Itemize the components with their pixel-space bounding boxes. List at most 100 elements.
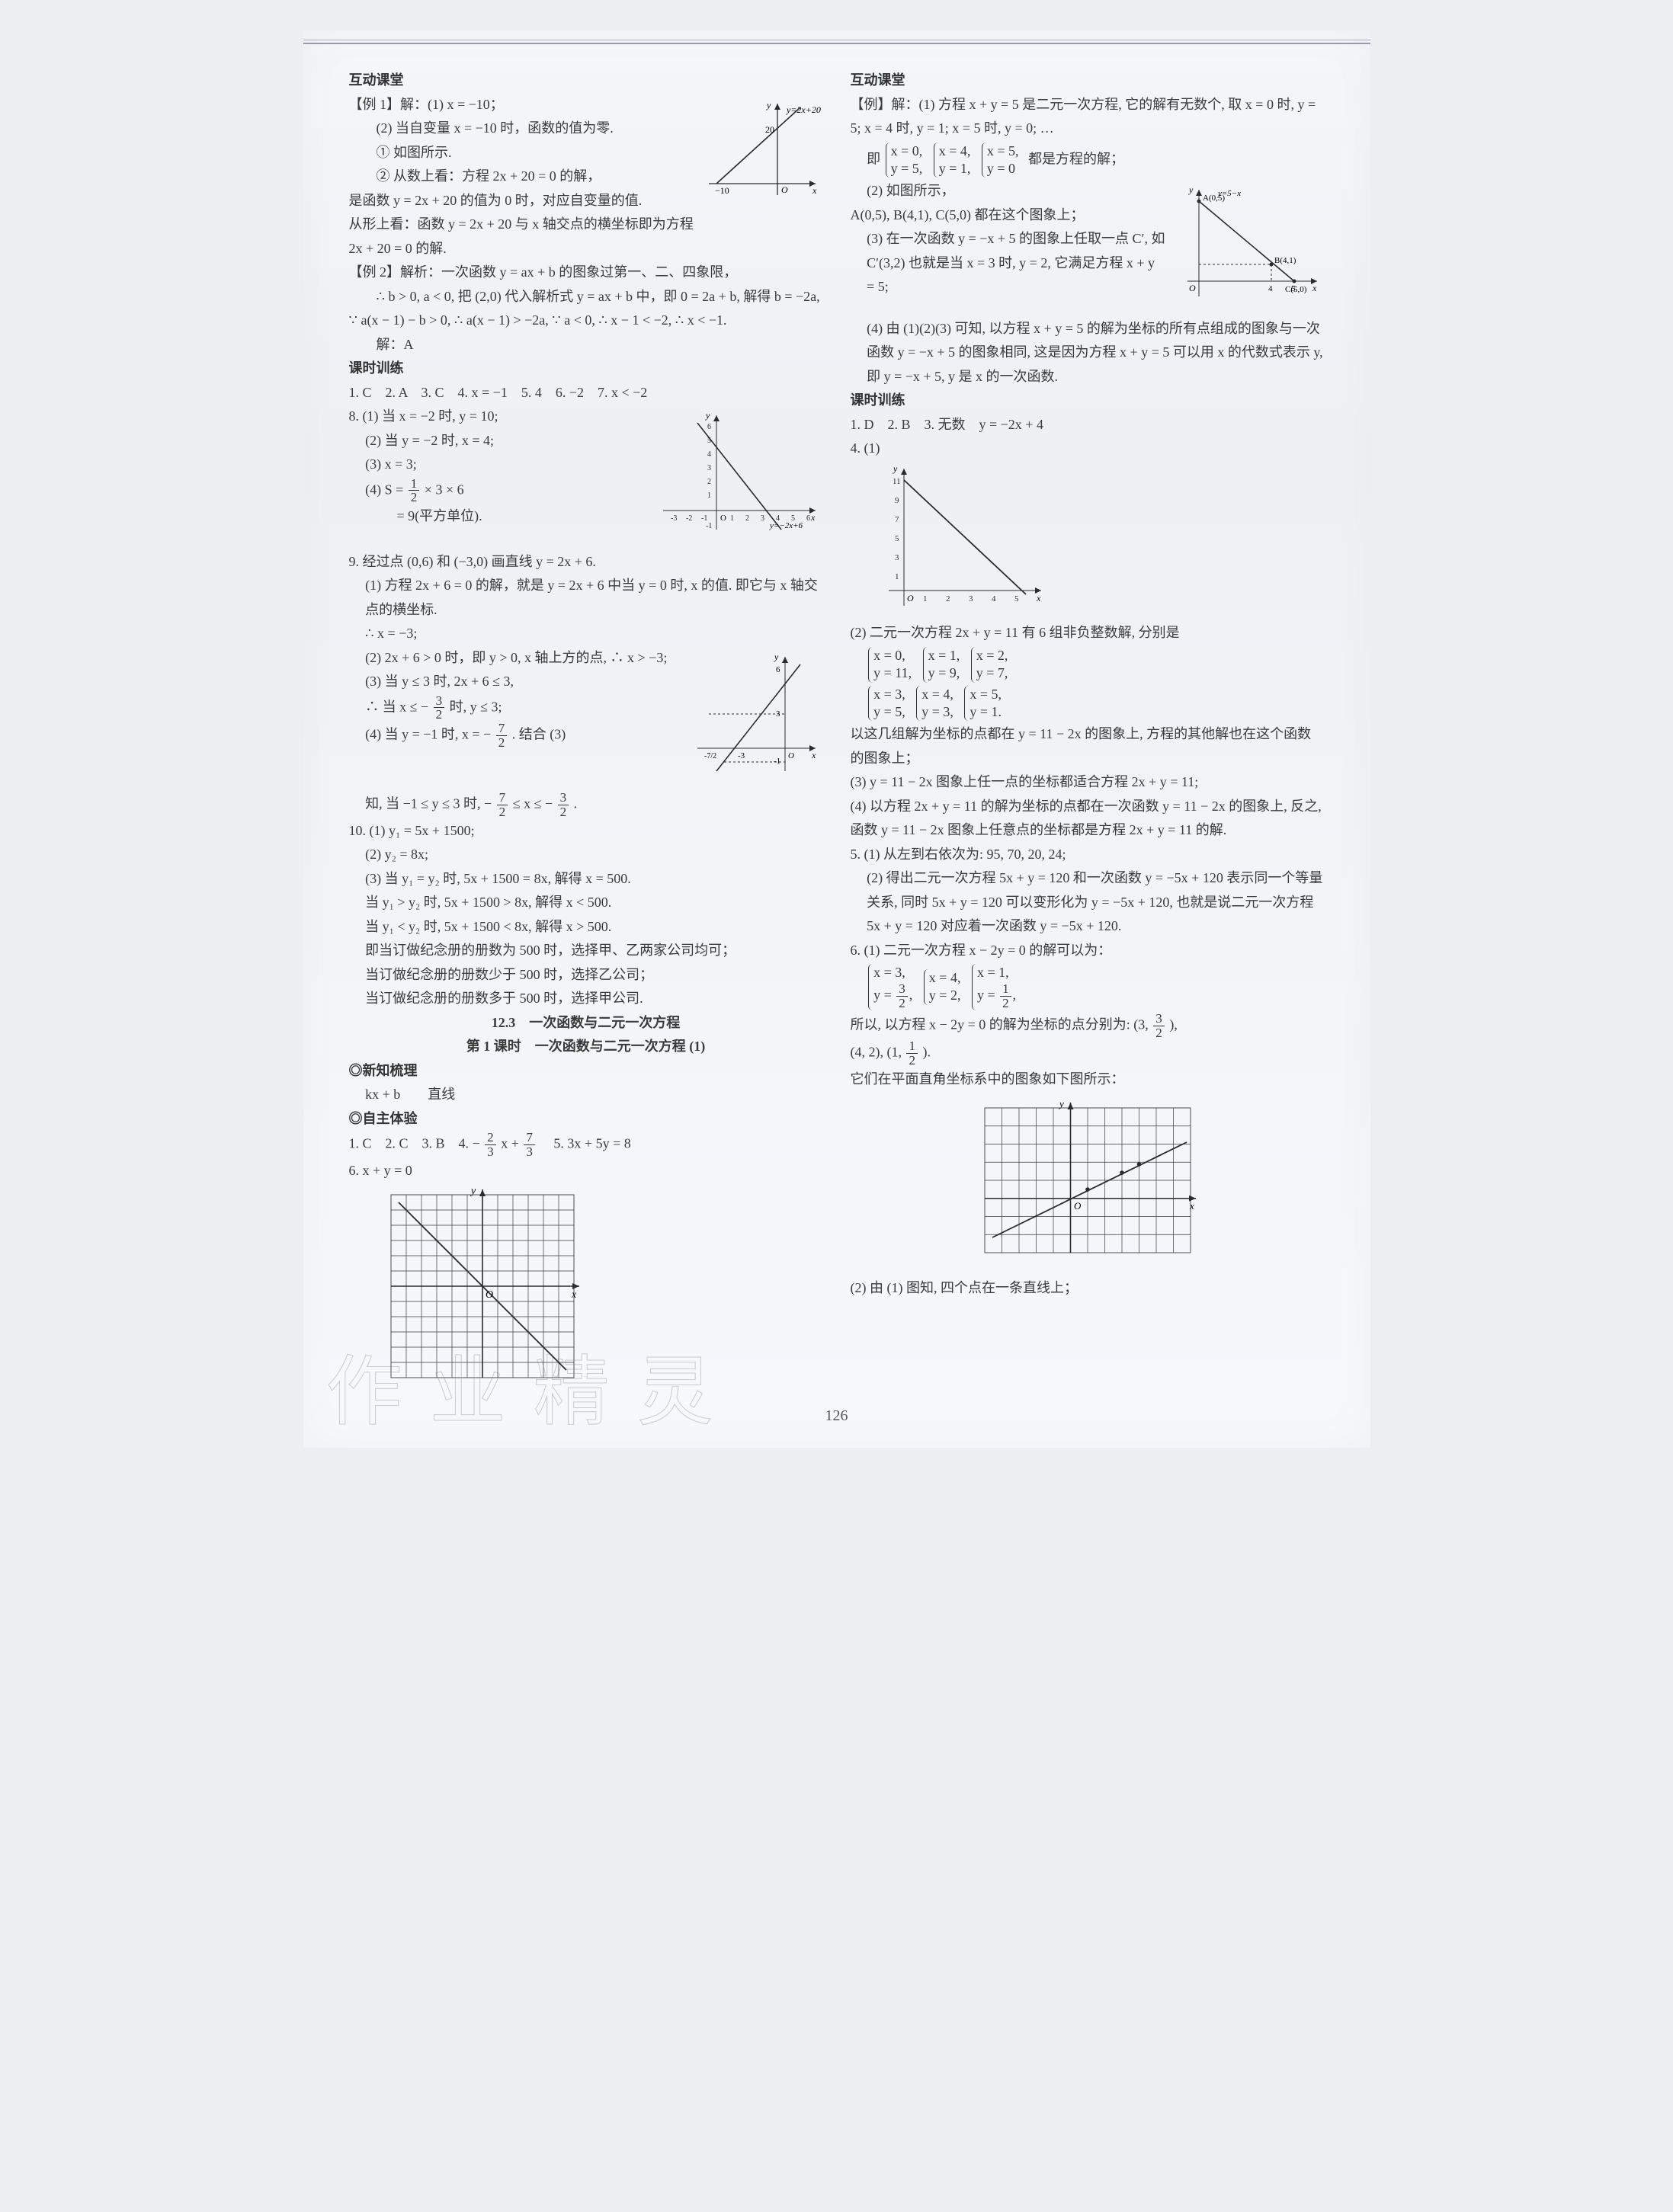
fraction: 32 [1153,1012,1165,1040]
question-8: y=−2x+6 O -3-2-1 123 456 123 456 -1 x y [349,405,823,550]
section-title: ◎新知梳理 [349,1059,823,1084]
svg-text:2: 2 [745,514,749,523]
svg-text:O: O [788,751,794,760]
svg-text:4: 4 [992,594,996,603]
body-text: 它们在平面直角坐标系中的图象如下图所示： [851,1068,1325,1092]
svg-text:2: 2 [707,478,711,486]
left-column: 互动课堂 y=2x+20 20 −10 O x y [349,69,823,1397]
brace-system: x = 0,y = 11, [868,647,915,683]
svg-text:x: x [811,750,816,760]
svg-text:x: x [1189,1200,1194,1212]
lesson-heading: 第 1 课时 一次函数与二元一次方程 (1) [349,1035,823,1059]
svg-text:x: x [812,185,817,196]
body-text: (3) 当 y₁ = y₂ 时, 5x + 1500 = 8x, 解得 x = … [349,867,823,892]
body-text: 6. (1) 二元一次方程 x − 2y = 0 的解可以为： [851,939,1325,963]
svg-text:y=−2x+6: y=−2x+6 [769,521,803,530]
svg-text:3: 3 [761,514,764,523]
fraction: 12 [409,477,420,505]
question-5: 5. (1) 从左到右依次为: 95, 70, 20, 24; (2) 得出二元… [851,843,1325,939]
svg-text:9: 9 [895,496,899,505]
fraction: 72 [497,791,508,819]
figure-linear-2x+6: 6 3 -1 -3 -7/2 O x y [694,649,823,787]
fig-yint: 20 [765,124,774,135]
brace-system: x = 1,y = 9, [923,647,963,683]
body-text: 知, 当 −1 ≤ y ≤ 3 时, − 72 ≤ x ≤ − 32 . [349,791,823,819]
svg-text:2: 2 [946,594,950,603]
body-text: 当订做纪念册的册数少于 500 时，选择乙公司； [349,963,823,988]
svg-text:O: O [720,514,726,523]
body-text: 所以, 以方程 x − 2y = 0 的解为坐标的点分别为: (3, 32 ), [851,1012,1325,1040]
section-title: ◎自主体验 [349,1107,823,1132]
svg-text:3: 3 [776,709,780,719]
body-text: (4) 由 (1)(2)(3) 可知, 以方程 x + y = 5 的解为坐标的… [851,317,1325,389]
figure-grid-x+y=0: O x y [380,1183,823,1397]
two-column-layout: 互动课堂 y=2x+20 20 −10 O x y [349,69,1325,1397]
brace-system: x = 4, y = 2, [924,969,964,1005]
section-title: 课时训练 [349,357,823,381]
example-2: 【例 2】解析：一次函数 y = ax + b 的图象过第一、二、四象限， ∴ … [349,261,823,357]
body-text: 当 y₁ < y₂ 时, 5x + 1500 < 8x, 解得 x > 500. [349,915,823,940]
svg-text:O: O [486,1289,493,1301]
svg-text:5: 5 [791,514,795,523]
svg-text:-3: -3 [738,751,745,760]
body-text: 【例 2】解析：一次函数 y = ax + b 的图象过第一、二、四象限， [349,261,823,285]
svg-text:4: 4 [1268,284,1273,293]
figure-linear-2x+20: y=2x+20 20 −10 O x y [701,96,823,211]
svg-text:3: 3 [969,594,973,603]
svg-text:4: 4 [776,514,780,523]
svg-text:6: 6 [806,514,810,523]
body-text: 【例】解：(1) 方程 x + y = 5 是二元一次方程, 它的解有无数个, … [851,93,1325,141]
svg-text:x: x [571,1289,577,1301]
body-text: (2) y₂ = 8x; [349,843,823,867]
svg-text:1: 1 [707,491,711,500]
body-text: x = 3, y = 32, x = 4, y = 2, x = 1, y = … [851,962,1325,1011]
figure-11-2x: 1197 531 123 45 O x y [873,461,1325,622]
answer-row: 1. C 2. C 3. B 4. − 23 x + 73 5. 3x + 5y… [349,1131,823,1159]
svg-text:4: 4 [707,450,711,459]
svg-text:x: x [1312,283,1317,293]
body-text: x = 3,y = 5, x = 4,y = 3, x = 5,y = 1. [851,684,1325,723]
body-text: 即当订做纪念册的册数为 500 时，选择甲、乙两家公司均可； [349,939,823,963]
fraction: 72 [496,722,508,750]
brace-system: x = 3,y = 5, [868,686,909,722]
svg-text:3: 3 [895,553,899,562]
brace-system: x = 4, y = 1, [934,142,974,178]
svg-text:O: O [1189,283,1196,293]
svg-text:1: 1 [730,514,734,523]
svg-text:x: x [810,512,816,523]
brace-system: x = 1, y = 12, [972,964,1019,1010]
svg-text:x: x [1036,593,1041,603]
svg-text:y: y [766,100,771,110]
svg-text:5: 5 [1014,594,1019,603]
svg-text:y: y [893,463,898,474]
brace-system: x = 3, y = 32, [868,964,915,1010]
svg-text:1: 1 [895,572,899,581]
body-text: (4) 以方程 2x + y = 11 的解为坐标的点都在一次函数 y = 11… [851,795,1325,843]
body-text: kx + b 直线 [349,1083,823,1107]
body-text: 即 x = 0, y = 5, x = 4, y = 1, x = 5, y =… [851,141,1325,180]
body-text: 当 y₁ > y₂ 时, 5x + 1500 > 8x, 解得 x < 500. [349,891,823,915]
body-text: 从形上看：函数 y = 2x + 20 与 x 轴交点的横坐标即为方程 2x +… [349,213,823,261]
question-9: 9. 经过点 (0,6) 和 (−3,0) 画直线 y = 2x + 6. (1… [349,550,823,819]
svg-text:-2: -2 [686,514,692,523]
figure-y=5-x: y=5−x A(0,5) B(4,1) C(5,0) O 4 5 x y [1172,182,1325,312]
question-10: 10. (1) y₁ = 5x + 1500; (2) y₂ = 8x; (3)… [349,819,823,1011]
svg-text:-3: -3 [671,514,677,523]
svg-text:y: y [774,651,779,662]
page: 互动课堂 y=2x+20 20 −10 O x y [303,30,1370,1448]
section-title: 课时训练 [851,389,1325,413]
section-title: 互动课堂 [349,69,823,93]
svg-text:5: 5 [707,437,711,445]
figure-grid-x-2y=0: O x y [973,1096,1202,1272]
answer-row: 1. D 2. B 3. 无数 y = −2x + 4 [851,413,1325,437]
figure-linear-neg2x+6: y=−2x+6 O -3-2-1 123 456 123 456 -1 x y [655,408,823,546]
page-number: 126 [349,1407,1325,1425]
svg-text:y: y [470,1186,476,1197]
fraction: 73 [524,1131,535,1159]
svg-text:6: 6 [776,665,780,674]
example-right: 【例】解：(1) 方程 x + y = 5 是二元一次方程, 它的解有无数个, … [851,93,1325,389]
right-column: 互动课堂 【例】解：(1) 方程 x + y = 5 是二元一次方程, 它的解有… [851,69,1325,1397]
svg-text:C(5,0): C(5,0) [1285,285,1307,294]
body-text: 以这几组解为坐标的点都在 y = 11 − 2x 的图象上, 方程的其他解也在这… [851,722,1325,770]
body-text: (2) 二元一次方程 2x + y = 11 有 6 组非负整数解, 分别是 [851,621,1325,645]
